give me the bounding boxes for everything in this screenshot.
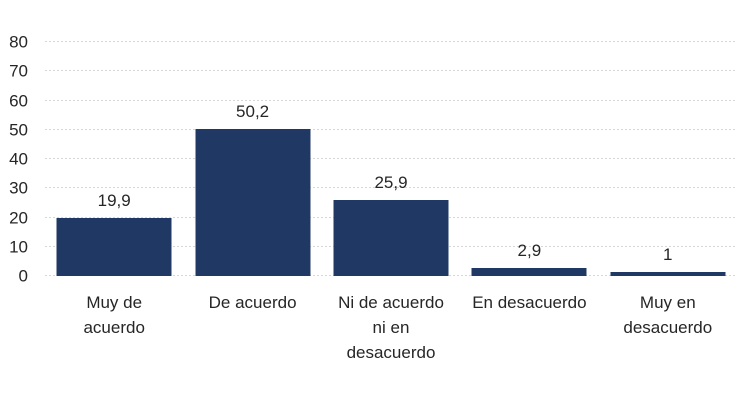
- category-label: Muy en desacuerdo: [599, 290, 737, 340]
- bar-1: [56, 218, 172, 276]
- y-tick-label: 50: [9, 120, 28, 140]
- gridline: [45, 41, 737, 42]
- gridline: [45, 187, 737, 189]
- category-label-line: De acuerdo: [208, 293, 297, 312]
- y-tick-label: 40: [9, 149, 28, 169]
- y-axis: 0 10 20 30 40 50 60 70 80: [0, 34, 30, 285]
- gridline: [45, 128, 737, 130]
- category-label-line: desacuerdo: [623, 318, 713, 337]
- bar-2: [195, 129, 311, 276]
- category-label-line: En desacuerdo: [472, 293, 587, 312]
- bar-slot: 50,2: [183, 42, 321, 276]
- value-label: 50,2: [236, 102, 270, 121]
- category-label-line: desacuerdo: [346, 343, 436, 362]
- value-label: 2,9: [517, 241, 542, 260]
- y-tick-label: 20: [9, 208, 28, 227]
- bar-slot: 19,9: [45, 42, 183, 276]
- bar-4: [471, 268, 587, 276]
- y-tick-label: 30: [9, 178, 28, 198]
- gridline: [45, 70, 737, 72]
- y-tick-label: 80: [9, 32, 28, 52]
- category-label-line: Ni de acuerdo: [338, 293, 444, 312]
- bar-slot: 25,9: [322, 42, 460, 276]
- y-tick-label: 0: [18, 266, 28, 286]
- gridline: [45, 158, 737, 159]
- category-label: De acuerdo: [183, 290, 321, 315]
- category-label: En desacuerdo: [460, 290, 598, 315]
- category-label-line: ni en: [372, 318, 410, 337]
- category-label: Ni de acuerdo ni en desacuerdo: [322, 290, 460, 365]
- y-tick-label: 10: [9, 237, 28, 257]
- bar-slot: 1: [599, 42, 737, 276]
- value-label: 1: [663, 245, 673, 264]
- y-tick-label: 60: [9, 91, 28, 110]
- category-label-line: Muy de: [86, 293, 143, 312]
- gridline: [45, 99, 737, 101]
- category-label-line: acuerdo: [83, 318, 145, 337]
- bar-slot: 2,9: [460, 42, 598, 276]
- bar-3: [333, 200, 449, 276]
- category-label-line: Muy en: [639, 293, 696, 312]
- plot-area: 19,9 50,2 25,9 2,9 1: [45, 41, 737, 276]
- value-label: 19,9: [97, 191, 131, 210]
- category-label: Muy de acuerdo: [45, 290, 183, 340]
- value-label: 25,9: [374, 173, 408, 192]
- bar-5: [610, 272, 726, 276]
- y-tick-label: 70: [9, 61, 28, 81]
